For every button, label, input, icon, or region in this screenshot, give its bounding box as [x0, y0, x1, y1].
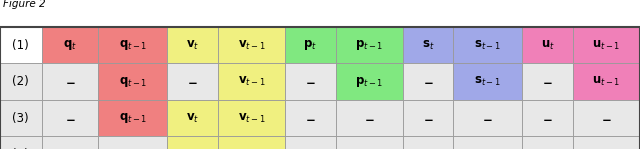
Text: $\mathbf{-}$: $\mathbf{-}$ — [542, 148, 553, 149]
Text: $\mathbf{v}_{t-1}$: $\mathbf{v}_{t-1}$ — [237, 148, 266, 149]
Text: $\mathbf{p}_{t-1}$: $\mathbf{p}_{t-1}$ — [355, 75, 383, 89]
Text: $\mathbf{-}$: $\mathbf{-}$ — [422, 75, 433, 88]
Bar — [99, 136, 168, 149]
Text: $\mathbf{s}_t$: $\mathbf{s}_t$ — [422, 39, 434, 52]
Text: $\mathbf{-}$: $\mathbf{-}$ — [127, 148, 138, 149]
Text: $\mathbf{p}_t$: $\mathbf{p}_t$ — [303, 38, 317, 52]
Text: $\mathbf{u}_{t-1}$: $\mathbf{u}_{t-1}$ — [592, 75, 621, 88]
Bar — [285, 136, 335, 149]
Bar — [218, 63, 285, 100]
Bar — [168, 100, 218, 136]
Text: $\mathbf{u}_t$: $\mathbf{u}_t$ — [541, 39, 555, 52]
Text: $\mathbf{q}_{t-1}$: $\mathbf{q}_{t-1}$ — [118, 38, 147, 52]
Text: $\mathbf{p}_{t-1}$: $\mathbf{p}_{t-1}$ — [355, 38, 383, 52]
Text: (3): (3) — [12, 112, 29, 125]
Bar — [168, 136, 218, 149]
Text: $\mathbf{-}$: $\mathbf{-}$ — [483, 148, 493, 149]
Bar — [453, 63, 522, 100]
Bar — [335, 63, 403, 100]
Bar — [573, 27, 640, 63]
Bar — [42, 27, 99, 63]
Bar — [168, 63, 218, 100]
Text: $\mathbf{s}_{t-1}$: $\mathbf{s}_{t-1}$ — [474, 39, 501, 52]
Text: Figure 2: Figure 2 — [3, 0, 46, 9]
Text: (1): (1) — [12, 39, 29, 52]
Text: $\mathbf{-}$: $\mathbf{-}$ — [305, 112, 316, 125]
Bar — [99, 63, 168, 100]
Bar — [522, 27, 573, 63]
Text: $\mathbf{-}$: $\mathbf{-}$ — [305, 148, 316, 149]
Text: (4): (4) — [12, 148, 29, 149]
Text: $\mathbf{u}_{t-1}$: $\mathbf{u}_{t-1}$ — [592, 39, 621, 52]
Text: $\mathbf{-}$: $\mathbf{-}$ — [65, 148, 75, 149]
Text: $\mathbf{-}$: $\mathbf{-}$ — [601, 112, 612, 125]
Bar — [403, 63, 453, 100]
Text: $\mathbf{q}_{t-1}$: $\mathbf{q}_{t-1}$ — [118, 111, 147, 125]
Bar — [218, 136, 285, 149]
Bar — [403, 136, 453, 149]
Bar — [99, 27, 168, 63]
Bar — [335, 100, 403, 136]
Text: $\mathbf{v}_{t-1}$: $\mathbf{v}_{t-1}$ — [237, 112, 266, 125]
Bar — [0, 27, 42, 63]
Text: $\mathbf{-}$: $\mathbf{-}$ — [601, 148, 612, 149]
Text: $\mathbf{-}$: $\mathbf{-}$ — [305, 75, 316, 88]
Text: $\mathbf{v}_t$: $\mathbf{v}_t$ — [186, 39, 199, 52]
Text: $\mathbf{-}$: $\mathbf{-}$ — [364, 112, 374, 125]
Bar — [168, 27, 218, 63]
Text: $\mathbf{-}$: $\mathbf{-}$ — [542, 75, 553, 88]
Bar — [0, 100, 42, 136]
Text: $\mathbf{-}$: $\mathbf{-}$ — [483, 112, 493, 125]
Bar — [453, 100, 522, 136]
Text: $\mathbf{-}$: $\mathbf{-}$ — [364, 148, 374, 149]
Bar — [218, 100, 285, 136]
Bar — [285, 100, 335, 136]
Bar — [522, 63, 573, 100]
Bar — [403, 27, 453, 63]
Bar — [573, 63, 640, 100]
Bar — [218, 27, 285, 63]
Text: $\mathbf{-}$: $\mathbf{-}$ — [65, 75, 75, 88]
Text: $\mathbf{-}$: $\mathbf{-}$ — [188, 75, 198, 88]
Bar — [0, 63, 42, 100]
Bar — [522, 136, 573, 149]
Bar — [42, 136, 99, 149]
Bar — [285, 27, 335, 63]
Bar — [99, 100, 168, 136]
Bar — [335, 136, 403, 149]
Text: $\mathbf{q}_{t-1}$: $\mathbf{q}_{t-1}$ — [118, 75, 147, 89]
Text: $\mathbf{q}_t$: $\mathbf{q}_t$ — [63, 38, 77, 52]
Text: (2): (2) — [12, 75, 29, 88]
Text: $\mathbf{v}_t$: $\mathbf{v}_t$ — [186, 148, 199, 149]
Bar — [42, 63, 99, 100]
Text: $\mathbf{-}$: $\mathbf{-}$ — [422, 148, 433, 149]
Text: $\mathbf{-}$: $\mathbf{-}$ — [65, 112, 75, 125]
Text: $\mathbf{-}$: $\mathbf{-}$ — [542, 112, 553, 125]
Bar — [335, 27, 403, 63]
Bar — [522, 100, 573, 136]
Text: $\mathbf{v}_{t-1}$: $\mathbf{v}_{t-1}$ — [237, 39, 266, 52]
Text: $\mathbf{v}_{t-1}$: $\mathbf{v}_{t-1}$ — [237, 75, 266, 88]
Text: $\mathbf{s}_{t-1}$: $\mathbf{s}_{t-1}$ — [474, 75, 501, 88]
Bar — [403, 100, 453, 136]
Bar — [42, 100, 99, 136]
Text: $\mathbf{v}_t$: $\mathbf{v}_t$ — [186, 112, 199, 125]
Bar — [453, 136, 522, 149]
Bar — [453, 27, 522, 63]
Text: $\mathbf{-}$: $\mathbf{-}$ — [422, 112, 433, 125]
Bar — [285, 63, 335, 100]
Bar — [573, 136, 640, 149]
Bar — [573, 100, 640, 136]
Bar — [0, 136, 42, 149]
